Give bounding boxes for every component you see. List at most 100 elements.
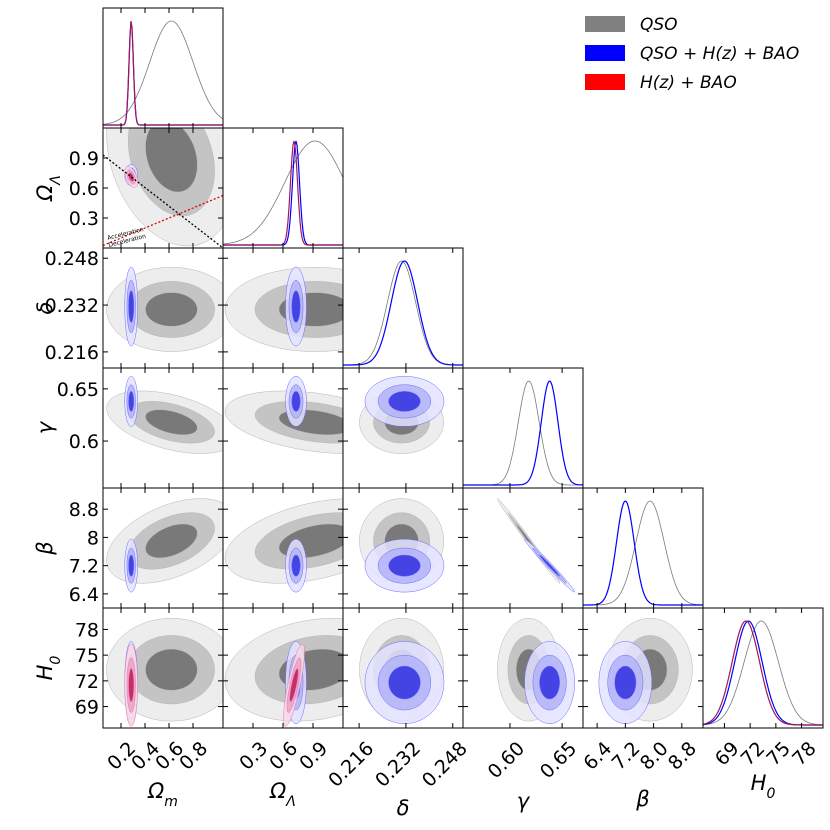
legend-swatch-qso-hz-bao <box>585 45 625 61</box>
axis-label-H0: H0 <box>751 771 776 802</box>
panel-content <box>106 266 223 352</box>
marginal-OL-qso <box>223 140 343 245</box>
x-tick-label: 0.60 <box>484 738 529 783</box>
x-tick-label: 0.8 <box>175 738 212 775</box>
panel-content <box>106 618 223 727</box>
panel-beta-beta <box>582 487 704 609</box>
panel-frame <box>102 7 224 129</box>
panel-frame <box>462 487 584 609</box>
y-tick-label: 78 <box>75 619 99 641</box>
contour-qso-3sigma <box>145 409 198 436</box>
contour-qso-3sigma <box>145 292 198 327</box>
x-tick-label: 0.3 <box>235 738 272 775</box>
contour-qso-3sigma <box>145 128 198 193</box>
panel-content <box>106 498 223 593</box>
panel-gamma-delta <box>342 367 464 489</box>
y-tick-label: 69 <box>75 697 99 719</box>
acceleration-boundary-line <box>103 194 223 247</box>
contour-qso-h-z-bao-3sigma <box>128 554 135 577</box>
y-tick-label: 75 <box>75 645 99 667</box>
marginal-beta-qso <box>583 500 703 606</box>
marginal-H0-qso <box>703 620 823 726</box>
axis-label-OL: ΩΛ <box>269 779 296 810</box>
x-tick-label: 0.232 <box>371 738 425 792</box>
y-tick-label: 0.248 <box>45 248 99 270</box>
y-tick-label: 8.8 <box>69 499 99 521</box>
contour-qso-h-z-bao-3sigma <box>291 554 301 577</box>
y-tick-label: 7.2 <box>69 556 99 578</box>
y-tick-label: 0.6 <box>69 431 99 453</box>
panel-content <box>224 376 343 454</box>
panel-content <box>583 500 703 606</box>
y-tick-label: 0.6 <box>69 178 99 200</box>
panel-content <box>103 128 223 248</box>
panel-content <box>703 620 823 726</box>
panel-content <box>359 376 445 454</box>
axis-label-delta: δ <box>33 302 57 315</box>
marginal-beta-qso-h-z-bao <box>583 500 703 606</box>
panel-content <box>224 498 343 593</box>
contour-qso-3sigma <box>145 523 198 559</box>
legend-swatch-hz-bao <box>585 74 625 90</box>
panel-beta-OL <box>222 487 344 609</box>
contour-qso-h-z-bao-3sigma <box>388 391 421 412</box>
marginal-Om-h-z-bao <box>103 21 223 126</box>
legend: QSO QSO + H(z) + BAO H(z) + BAO <box>585 15 799 93</box>
y-tick-label: 0.9 <box>69 148 99 170</box>
contour-qso-h-z-bao-3sigma <box>128 391 135 412</box>
flat-universe-line <box>103 154 223 248</box>
contour-qso-h-z-bao-3sigma <box>614 665 637 700</box>
marginal-OL-qso-h-z-bao <box>223 140 343 246</box>
axis-label-delta: δ <box>397 796 410 820</box>
axis-label-Om: Ωm <box>147 779 178 810</box>
axis-label-gamma: γ <box>33 420 57 434</box>
panel-OL-OL <box>222 127 344 249</box>
contour-qso-h-z-bao-3sigma <box>539 665 560 700</box>
panel-content <box>343 260 463 366</box>
panel-content <box>106 376 223 454</box>
marginal-Om-qso-h-z-bao <box>103 21 223 126</box>
axis-label-beta: β <box>33 541 57 555</box>
marginal-gamma-qso-h-z-bao <box>463 380 583 486</box>
panel-content <box>463 380 583 486</box>
contour-qso-h-z-bao-3sigma <box>291 290 301 323</box>
panel-content <box>598 618 693 724</box>
panel-frame <box>702 607 824 729</box>
panel-frame <box>342 247 464 369</box>
legend-swatch-qso <box>585 16 625 32</box>
y-tick-label: 0.232 <box>45 295 99 317</box>
panel-content <box>497 498 575 593</box>
panel-gamma-OL <box>222 367 344 489</box>
panel-content <box>223 140 343 246</box>
panel-H0-beta: 6.47.28.08.8 <box>579 607 704 775</box>
y-tick-label: 0.65 <box>57 379 99 401</box>
panel-content <box>224 618 343 727</box>
marginal-OL-h-z-bao <box>223 140 343 246</box>
panel-delta-Om: 0.216 0.232 0.248 <box>45 247 224 369</box>
axis-label-gamma: γ <box>517 789 531 813</box>
contour-qso-h-z-bao-3sigma <box>388 665 421 700</box>
contour-qso-3sigma <box>145 648 198 691</box>
x-tick-label: 0.65 <box>536 738 581 783</box>
marginal-H0-qso-h-z-bao <box>703 620 823 726</box>
axis-label-OL: ΩΛ <box>33 175 64 202</box>
panel-beta-delta <box>342 487 464 609</box>
x-tick-label: 0.6 <box>265 738 302 775</box>
contour-qso-h-z-bao-3sigma <box>128 290 135 323</box>
marginal-gamma-qso <box>463 380 583 486</box>
panel-content <box>359 618 445 724</box>
axis-label-beta: β <box>635 787 649 811</box>
x-tick-label: 0.216 <box>324 738 378 792</box>
panel-content <box>359 498 445 593</box>
y-tick-label: 6.4 <box>69 584 99 606</box>
panel-gamma-Om: 0.6 0.65 <box>57 367 224 489</box>
panel-delta-delta <box>342 247 464 369</box>
panel-beta-Om: 6.4 7.2 8 8.8 <box>69 487 224 609</box>
panel-beta-gamma <box>462 487 584 609</box>
x-tick-label: 78 <box>788 738 821 771</box>
legend-label-qso-hz-bao: QSO + H(z) + BAO <box>640 44 799 64</box>
x-tick-label: 0.9 <box>295 738 332 775</box>
contour-h-z-bao-3sigma <box>128 668 135 702</box>
